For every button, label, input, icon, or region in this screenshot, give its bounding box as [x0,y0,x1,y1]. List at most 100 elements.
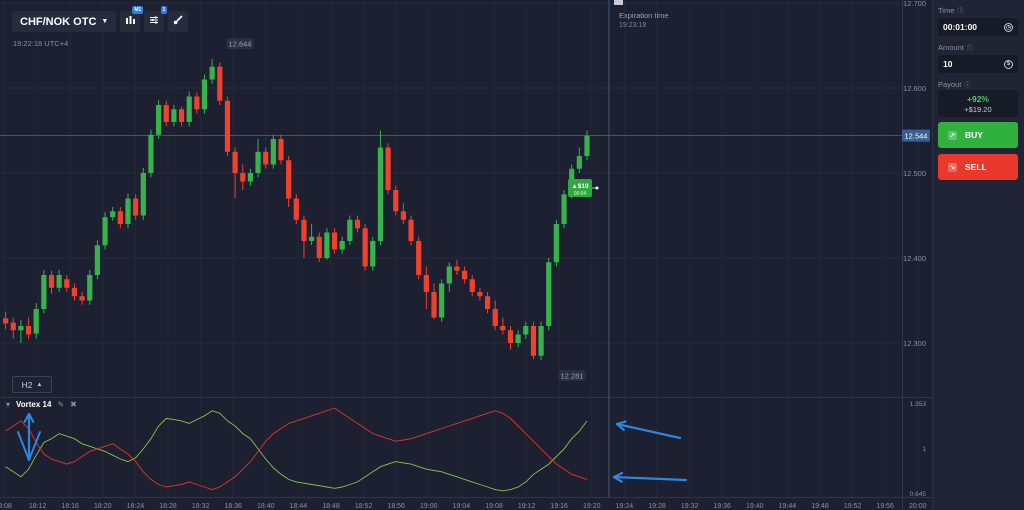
candle [446,262,452,292]
candle [546,258,552,331]
time-axis-label: 18:44 [290,503,308,510]
time-axis-label: 18:48 [322,503,340,510]
trade-marker[interactable] [568,179,592,197]
candle [270,134,276,169]
vi-minus-line [5,407,588,491]
candle [56,269,62,292]
candle [370,236,376,271]
candle [584,130,590,161]
candle [194,92,200,114]
candle [507,326,514,350]
price-chart[interactable]: 12.700 12.600 12.500 12.400 12.300 8:08 18:12 1… [0,0,932,510]
candle [400,202,406,224]
time-axis-label: 18:20 [94,503,112,510]
help-icon[interactable]: ⓘ [964,83,971,89]
timeframe-button[interactable]: H2 ▲ [12,376,52,393]
trade-entry-dot [595,186,599,190]
candle [385,143,391,195]
indicators-button[interactable]: 1 [144,6,168,32]
chevron-up-icon: ▲ [36,381,43,388]
help-icon[interactable]: ⓘ [957,9,964,15]
brush-icon [173,15,183,28]
time-axis-label: 18:16 [61,503,79,510]
drawing-tools-button[interactable] [168,11,189,32]
candle [117,207,123,229]
arrow-down-icon: ↘ [948,162,957,172]
sell-label: SELL [965,162,987,172]
time-axis-label: 19:00 [420,503,438,510]
collapse-icon[interactable]: ▾ [6,400,11,409]
time-axis-label: 19:48 [811,503,829,510]
candle [576,147,582,173]
time-axis-label: 19:08 [485,503,503,510]
chart-type-button[interactable]: M1 [120,6,144,32]
sliders-icon [149,15,159,28]
candle [64,275,70,292]
time-input[interactable]: 00:01:00 ◷ [938,18,1018,36]
candle [140,167,146,220]
annotation-arrow-vi-minus [612,471,688,483]
candle [462,266,468,284]
arrow-up-icon: ↗ [948,130,957,140]
payout-amount: +$19.20 [964,105,992,114]
max-price-label-bg [226,38,254,49]
min-price-label-bg [558,370,586,381]
candle [87,269,93,305]
candle [561,190,567,229]
candle [255,139,261,178]
candle [224,96,231,156]
time-axis-label: 19:52 [844,503,862,510]
trade-amount: ▲$10 [571,183,589,190]
candle [439,279,445,322]
time-axis-label: 19:04 [453,503,471,510]
dollar-icon[interactable]: $ [1004,59,1013,69]
help-icon[interactable]: ⓘ [966,46,973,52]
clock-icon[interactable]: ◷ [1004,22,1013,32]
time-axis-label: 19:16 [550,503,568,510]
candle [3,311,9,330]
candle [171,105,177,127]
expiration-time: 19:23:18 [619,22,646,29]
candle [416,236,422,280]
close-icon[interactable]: ✖ [70,400,77,409]
time-axis-label: 19:20 [583,503,601,510]
indicator-scale-label: 1 [922,446,926,453]
candle [316,232,322,263]
candle [377,130,384,246]
pencil-icon[interactable]: ✎ [57,400,65,409]
indicator-count-badge: 1 [160,6,168,14]
payout-label: Payout ⓘ [938,80,971,89]
timeframe-label: H2 [21,379,33,390]
time-axis-label: 19:12 [518,503,536,510]
timeframe-badge: M1 [132,6,144,14]
price-axis-label: 12.600 [903,84,926,93]
time-axis-label: 18:24 [127,503,145,510]
time-axis-label: 19:28 [648,503,666,510]
asset-selector-button[interactable]: CHF/NOK OTC ▼ [12,11,117,32]
buy-button[interactable]: ↗ BUY [938,122,1018,148]
candle [331,228,338,254]
candle [515,330,521,348]
candle [347,215,353,246]
candle [240,164,246,190]
time-axis-label: 19:36 [713,503,731,510]
candle [286,156,292,207]
candle [324,228,330,260]
amount-input[interactable]: 10 $ [938,55,1018,73]
candle [484,292,491,314]
asset-pair-label: CHF/NOK OTC [20,15,97,28]
buy-label: BUY [965,130,983,140]
clock-label: 19:22:18 UTC+4 [13,39,69,48]
candle [133,194,139,220]
candles-icon [125,15,136,28]
candle [71,283,78,301]
chart-area[interactable]: 12.700 12.600 12.500 12.400 12.300 8:08 18:12 1… [0,0,932,510]
candle [362,224,368,271]
time-axis-label: 19:24 [616,503,634,510]
candle [18,320,24,343]
sell-button[interactable]: ↘ SELL [938,154,1018,180]
time-axis-label: 18:52 [355,503,373,510]
annotation-stroke [17,431,30,461]
trade-timer: 00:04 [574,191,587,197]
candle [33,303,39,339]
